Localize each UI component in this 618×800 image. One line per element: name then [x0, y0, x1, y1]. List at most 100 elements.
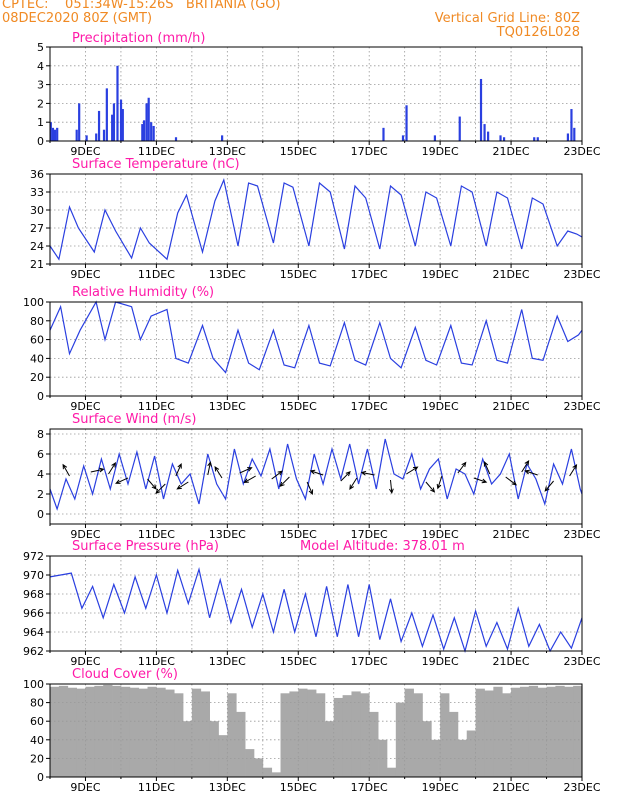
precip-bar [121, 109, 124, 141]
header-run-time: 08DEC2020 80Z (GMT) [2, 11, 153, 26]
series-line [49, 438, 583, 511]
x-tick-label: 15DEC [280, 781, 317, 794]
cloud-bar [324, 721, 335, 777]
chart-title: Relative Humidity (%) [72, 285, 214, 300]
cloud-bar [200, 691, 210, 777]
x-tick-label: 19DEC [422, 400, 459, 413]
x-tick-label: 23DEC [563, 655, 600, 668]
y-tick-label: 5 [37, 41, 44, 54]
precip-bar [152, 125, 155, 141]
series-line [49, 178, 583, 261]
x-tick-label: 17DEC [351, 400, 388, 413]
cloud-bar [271, 772, 281, 777]
precip-bar [116, 65, 119, 141]
y-tick-label: 80 [30, 697, 44, 710]
y-tick-label: 40 [30, 734, 44, 747]
cloud-bar [431, 739, 441, 777]
wind-arrow [457, 461, 467, 474]
wind-arrow [175, 463, 182, 477]
plot-frame [49, 428, 583, 525]
wind-arrow [360, 470, 375, 476]
header-model-id: TQ0126L028 [496, 25, 580, 40]
x-tick-label: 21DEC [493, 781, 530, 794]
wind-arrow [521, 460, 530, 473]
x-tick-label: 19DEC [422, 655, 459, 668]
x-tick-label: 13DEC [209, 268, 246, 281]
cloud-bar [156, 687, 166, 777]
x-tick-label: 17DEC [351, 655, 388, 668]
wind-arrow [505, 476, 518, 486]
y-tick-label: 4 [37, 60, 44, 73]
precip-bar [75, 129, 78, 141]
cloud-bar [422, 721, 432, 777]
chart-title: Surface Pressure (hPa) [72, 539, 219, 554]
cloud-bar [76, 688, 86, 777]
y-tick-label: 0 [37, 390, 44, 403]
wind-arrow [569, 464, 578, 477]
x-tick-label: 9DEC [70, 400, 100, 413]
y-tick-label: 966 [23, 607, 44, 620]
y-tick-label: 4 [37, 468, 44, 481]
cloud-bar [298, 688, 308, 777]
cloud-bar [351, 691, 361, 777]
precip-bar [51, 127, 55, 141]
chart-panel-2: 21 24 27 30 33 36 9DEC 11DEC 13DEC 15DEC 17DEC 19DE… [30, 157, 601, 281]
cloud-bar [50, 686, 60, 777]
wind-arrow [340, 470, 351, 482]
wind-arrow [239, 467, 253, 474]
precip-bar [502, 137, 506, 141]
cloud-bar [537, 687, 547, 777]
x-tick-label: 9DEC [70, 145, 100, 158]
plot-frame [49, 46, 583, 142]
x-tick-label: 21DEC [493, 400, 530, 413]
precip-bar [141, 124, 144, 141]
precip-bar [174, 137, 178, 141]
chart-title: Surface Wind (m/s) [72, 412, 196, 427]
y-tick-label: 962 [23, 645, 44, 658]
y-tick-label: 20 [30, 371, 44, 384]
cloud-bar [502, 693, 512, 777]
cloud-bar [307, 689, 317, 777]
wind-arrow [388, 479, 394, 495]
cloud-bar [528, 685, 539, 777]
x-tick-label: 13DEC [209, 400, 246, 413]
cloud-bar [120, 686, 131, 777]
y-tick-label: 0 [37, 135, 44, 148]
precip-bar [85, 135, 88, 141]
chart-panel-6: 0 20 40 60 80 100 9DEC 11DEC 13DEC 15DEC 17DEC 19DE… [23, 667, 601, 794]
precip-bar [533, 137, 536, 141]
header-station: CPTEC: 051:34W-15:26S BRITANIA (GO) [2, 0, 281, 12]
precip-bar [53, 129, 57, 141]
cloud-bar [511, 687, 521, 777]
x-tick-label: 19DEC [422, 145, 459, 158]
x-tick-label: 11DEC [138, 781, 175, 794]
plot-frame [49, 683, 583, 778]
x-tick-label: 9DEC [70, 781, 100, 794]
wind-arrow [524, 469, 538, 476]
y-tick-label: 33 [30, 186, 44, 199]
y-tick-label: 36 [30, 168, 44, 181]
x-tick-label: 13DEC [209, 145, 246, 158]
precip-bar [221, 135, 224, 141]
wind-arrow [544, 480, 554, 492]
cloud-bar [183, 721, 193, 777]
wind-arrow [406, 466, 419, 475]
cloud-bar [289, 691, 299, 777]
y-tick-label: 0 [37, 508, 44, 521]
cloud-bar [147, 686, 157, 777]
x-tick-label: 17DEC [351, 145, 388, 158]
wind-arrow [214, 466, 223, 479]
precip-bar [566, 133, 570, 141]
wind-arrow [90, 467, 105, 473]
x-tick-label: 11DEC [138, 400, 175, 413]
x-tick-label: 23DEC [563, 145, 600, 158]
precip-bar [483, 124, 486, 141]
cloud-bar [519, 686, 530, 777]
precip-bar [56, 127, 59, 141]
cloud-bar [573, 685, 583, 777]
y-tick-label: 2 [37, 97, 44, 110]
x-tick-label: 9DEC [70, 655, 100, 668]
x-tick-label: 17DEC [351, 268, 388, 281]
cloud-bar [218, 735, 228, 777]
